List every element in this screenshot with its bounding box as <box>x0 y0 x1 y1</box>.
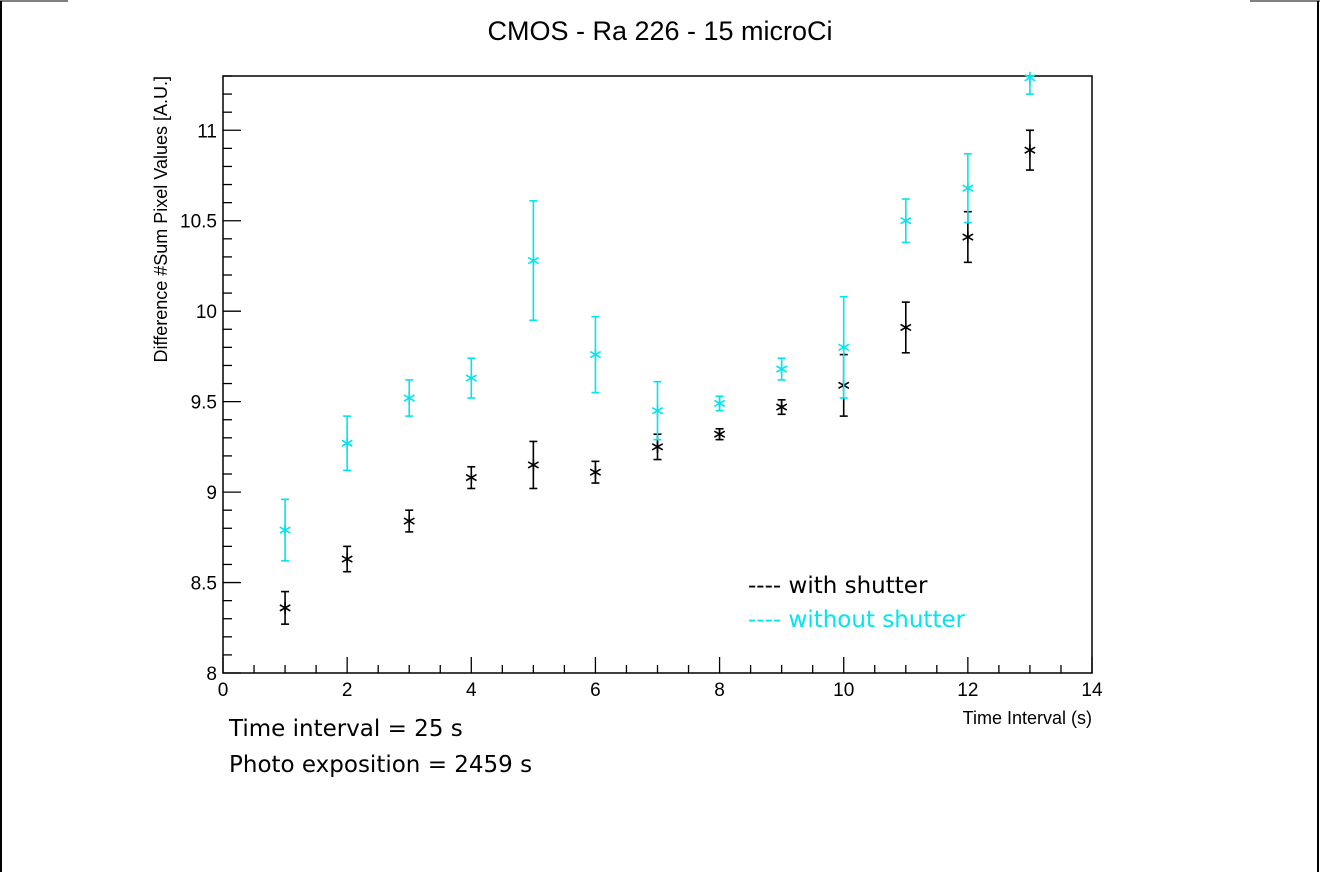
data-point <box>465 465 477 490</box>
point-marker <box>279 524 291 537</box>
chart-title: CMOS - Ra 226 - 15 microCi <box>487 16 832 46</box>
data-point <box>589 315 602 394</box>
point-marker <box>900 214 912 227</box>
point-marker <box>341 553 353 566</box>
data-point <box>279 590 291 625</box>
data-point <box>341 415 353 472</box>
x-axis-ticks <box>222 657 1093 673</box>
point-marker <box>651 440 664 453</box>
y-tick-label: 9.5 <box>191 393 217 414</box>
data-point <box>776 357 788 381</box>
point-marker <box>527 254 539 267</box>
x-tick-label: 14 <box>1081 680 1103 701</box>
x-axis-tick-labels: 0 2 4 6 8 10 12 14 <box>218 680 1103 701</box>
data-point <box>776 399 788 416</box>
data-point <box>962 152 974 224</box>
y-tick-label: 10.5 <box>180 212 217 233</box>
data-point <box>713 395 726 412</box>
data-point <box>527 440 539 490</box>
series-with-shutter <box>279 129 1036 625</box>
y-tick-label: 8.5 <box>191 574 217 595</box>
point-marker <box>465 471 477 484</box>
data-point <box>465 357 477 399</box>
point-marker <box>589 466 602 479</box>
point-marker <box>279 601 291 614</box>
point-marker <box>651 404 664 417</box>
x-tick-label: 10 <box>833 680 854 701</box>
point-marker <box>838 341 850 354</box>
point-marker <box>900 321 912 334</box>
point-marker <box>962 182 974 195</box>
data-point <box>527 200 539 322</box>
point-marker <box>465 372 477 385</box>
x-tick-label: 0 <box>218 680 229 701</box>
y-axis-ticks <box>223 75 241 674</box>
point-marker <box>713 428 726 441</box>
x-tick-label: 2 <box>342 680 353 701</box>
point-marker <box>1024 144 1036 157</box>
y-tick-label: 11 <box>197 121 217 142</box>
data-point <box>838 295 850 399</box>
point-marker <box>527 458 539 471</box>
y-tick-label: 9 <box>206 483 217 504</box>
point-marker <box>776 363 788 376</box>
point-marker <box>589 348 602 361</box>
data-point <box>900 301 912 354</box>
data-point <box>1024 129 1036 171</box>
series-layer <box>279 71 1036 625</box>
y-tick-label: 8 <box>206 664 217 685</box>
y-axis-tick-labels: 8 8.5 9 9.5 10 10.5 11 <box>180 121 217 685</box>
point-marker <box>403 392 415 405</box>
legend-entry-without-shutter: ---- without shutter <box>748 607 966 633</box>
point-marker <box>776 401 788 414</box>
annotation-photo-exposition: Photo exposition = 2459 s <box>229 752 532 778</box>
data-point <box>589 460 602 484</box>
point-marker <box>962 231 974 244</box>
data-point <box>341 545 353 573</box>
plot-frame <box>222 75 1093 674</box>
data-point <box>900 198 912 244</box>
data-point <box>651 380 664 441</box>
point-marker <box>1024 71 1036 84</box>
point-marker <box>403 515 415 528</box>
series-without-shutter <box>279 71 1036 562</box>
x-axis-title: Time Interval (s) <box>963 708 1092 728</box>
x-tick-label: 8 <box>714 680 725 701</box>
data-point <box>403 509 415 533</box>
x-tick-label: 4 <box>466 680 477 701</box>
x-tick-label: 6 <box>590 680 601 701</box>
annotation-time-interval: Time interval = 25 s <box>228 716 463 742</box>
point-marker <box>341 437 353 450</box>
legend-entry-with-shutter: ---- with shutter <box>748 573 928 599</box>
x-tick-label: 12 <box>957 680 978 701</box>
data-point <box>279 498 291 562</box>
y-tick-label: 10 <box>196 302 217 323</box>
data-point <box>403 379 415 417</box>
point-marker <box>713 397 726 410</box>
legend: ---- with shutter ---- without shutter <box>748 573 966 633</box>
data-point <box>1024 71 1036 95</box>
y-axis-title: Difference #Sum Pixel Values [A.U.] <box>151 76 171 362</box>
data-point <box>713 427 726 441</box>
